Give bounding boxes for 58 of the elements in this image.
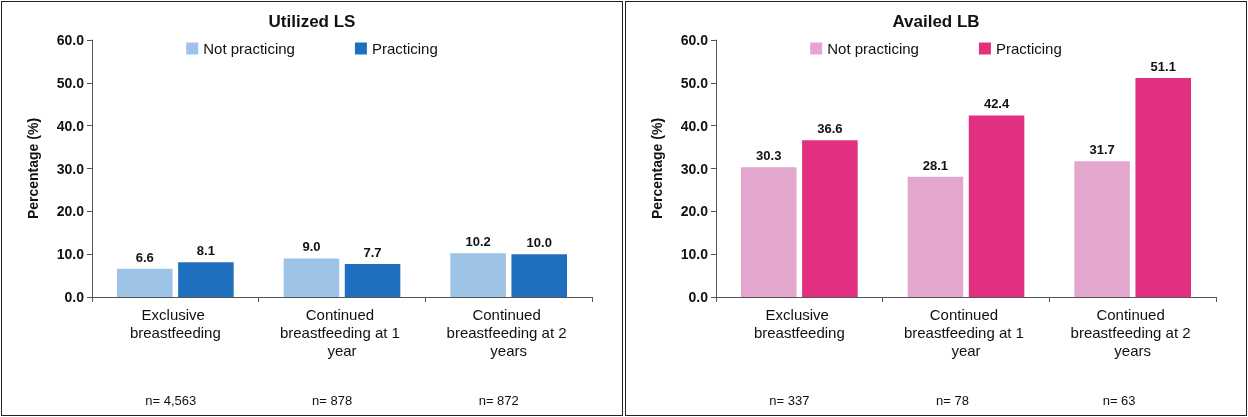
bar (450, 253, 506, 297)
bar (344, 264, 401, 297)
y-tick-label: 30.0 (56, 160, 85, 177)
data-label: 9.0 (302, 239, 321, 255)
text: n= 337 (769, 393, 810, 408)
y-tick-label: 50.0 (680, 74, 709, 91)
y-tick-label: 0.0 (688, 289, 709, 305)
text: n= 872 (478, 393, 519, 408)
data-label: 10.0 (526, 235, 552, 251)
bar (802, 140, 858, 297)
y-tick-label: 40.0 (56, 117, 85, 134)
y-tick-label: 50.0 (56, 74, 85, 91)
y-tick-label: 20.0 (56, 203, 85, 220)
y-tick-label: 0.0 (64, 289, 85, 305)
x-tick-label: Exclusive breastfeeding (753, 305, 845, 341)
data-label: 31.7 (1089, 142, 1115, 158)
y-tick-label: 60.0 (56, 32, 85, 48)
x-tick-label: Exclusive breastfeeding (129, 305, 221, 341)
text: n= 78 (936, 393, 969, 408)
legend-label: Practicing (995, 40, 1062, 57)
bar (1074, 161, 1130, 297)
y-tick-label: 10.0 (680, 246, 709, 263)
legend-label: Practicing (371, 40, 438, 57)
y-tick-label: 40.0 (680, 117, 709, 134)
data-label: 42.4 (983, 96, 1010, 112)
text: n= 4,563 (145, 393, 197, 408)
y-tick-label: 60.0 (680, 32, 709, 48)
data-label: 8.1 (196, 243, 215, 259)
data-label: 7.7 (363, 245, 382, 261)
legend-label: Not practicing (827, 40, 919, 57)
chart-title: Availed LB (892, 12, 980, 31)
data-label: 28.1 (922, 157, 949, 173)
bar (1135, 78, 1191, 297)
x-tick-label: Continued breastfeeding at 2 years (1070, 305, 1195, 359)
bar (968, 115, 1025, 297)
text: n= 878 (312, 393, 353, 408)
x-tick-label: Continued breastfeeding at 1 year (279, 305, 405, 359)
bar (511, 254, 567, 297)
bar (178, 262, 234, 297)
data-label: 36.6 (817, 121, 843, 137)
chart-title: Utilized LS (268, 12, 356, 31)
legend-label: Not practicing (203, 40, 295, 57)
bar (283, 258, 340, 297)
y-axis-title: Percentage (%) (25, 117, 41, 220)
data-label: 10.2 (465, 234, 491, 250)
data-label: 30.3 (756, 148, 782, 164)
y-tick-label: 10.0 (56, 246, 85, 263)
bar (117, 268, 173, 297)
text: n= 63 (1102, 393, 1136, 408)
bar (741, 167, 797, 297)
x-tick-label: Continued breastfeeding at 1 year (903, 305, 1029, 359)
bar (907, 176, 964, 297)
y-tick-label: 30.0 (680, 160, 709, 177)
data-label: 6.6 (135, 249, 154, 265)
x-tick-label: Continued breastfeeding at 2 years (446, 305, 571, 359)
y-tick-label: 20.0 (680, 203, 709, 220)
data-label: 51.1 (1150, 59, 1176, 75)
y-axis-title: Percentage (%) (649, 117, 665, 220)
